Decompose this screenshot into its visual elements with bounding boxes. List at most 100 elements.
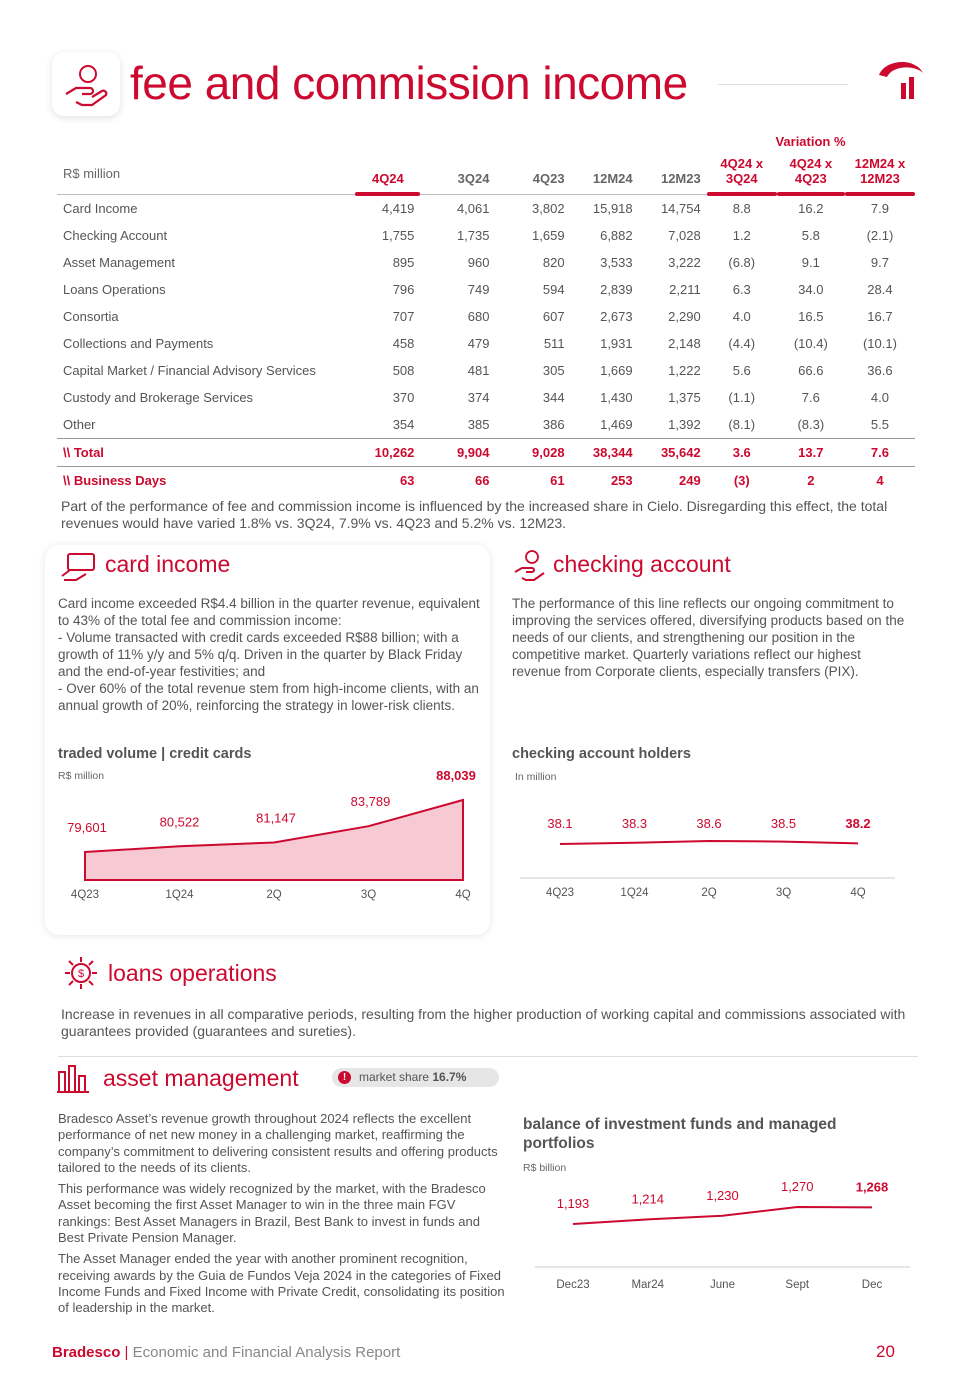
cell: 1,735 [456,227,490,243]
cell: 3,222 [668,254,701,270]
cell: 2 [807,472,815,488]
cell: 63 [399,472,415,488]
data-label: 1,270 [781,1179,814,1194]
chart-unit: R$ million [58,770,105,782]
table-row: Consortia 707 680 607 2,673 2,290 4.0 16.5 16.7 [57,303,915,330]
cell: 9.7 [870,254,889,270]
column-header: 4Q23 [532,170,565,186]
header-accent [844,191,915,196]
cell: 305 [542,362,565,378]
card-text: Card income exceeded R$4.4 billion in th… [58,595,483,714]
cell: (2.1) [866,227,894,243]
cell: 354 [392,416,415,432]
cell: 479 [467,335,490,351]
header-accent [355,191,421,196]
footer-report: Economic and Financial Analysis Report [132,1344,401,1361]
cell: 1,931 [600,335,633,351]
cell: 386 [542,416,565,432]
cell: (10.4) [793,335,828,351]
fee-table: R$ million 4Q24 3Q24 4Q23 12M24 12M23 4Q24 x 3… [57,154,915,494]
data-label: 38.6 [696,816,721,831]
page-number: 20 [876,1342,895,1361]
cell: Card Income [63,200,138,216]
cell: 16.5 [798,308,824,324]
bars-icon [57,1065,89,1093]
cell: 8.8 [732,200,751,216]
section-title: asset management [103,1065,299,1091]
total-row: \\ Total 10,262 9,904 9,028 38,344 35,642 3.6 1… [57,438,915,466]
cell: \\ Business Days [63,472,167,488]
cell: 511 [543,335,565,351]
cell: 16.2 [798,200,824,216]
market-share-badge: ! market share 16.7% [332,1068,499,1087]
badge-value: 16.7% [432,1070,467,1084]
hand-coin-icon [514,550,545,581]
table-row: Loans Operations 796 749 594 2,839 2,211 6.3 34… [57,276,915,303]
chart-title: balance of investment funds and managed … [523,1116,837,1152]
cell: 2,211 [669,281,701,297]
asset-text: Bradesco Asset’s revenue growth througho… [58,1111,506,1317]
x-tick-label: Dec23 [556,1279,589,1291]
cell: Collections and Payments [63,335,214,351]
footer-brand: Bradesco [52,1344,121,1361]
cell: 34.0 [798,281,824,297]
section-title: loans operations [108,960,277,986]
cell: 1,659 [532,227,565,243]
section-title: card income [105,551,231,577]
paragraph: Card income exceeded R$4.4 billion in th… [58,596,480,628]
bradesco-logo [879,61,923,99]
column-header: 12M24 [592,170,633,186]
title-rule [718,84,848,85]
table-row: Collections and Payments 458 479 511 1,931 2,… [57,330,915,357]
title-icon [52,52,120,116]
cell: Capital Market / Financial Advisory Serv… [63,362,316,378]
cell: 4,061 [456,200,490,216]
cell: 15,918 [592,200,633,216]
cell: 680 [467,308,490,324]
business-days-row: \\ Business Days 63 66 61 253 249 (3) 2 4 [57,466,915,494]
info-dot: ! [338,1071,351,1084]
cell: 9,904 [456,444,490,460]
cell: 1,755 [381,227,415,243]
section-rule [58,1056,918,1057]
cell: 249 [679,472,701,488]
cell: 895 [392,254,415,270]
cell: 607 [542,308,565,324]
cell: 5.5 [870,416,889,432]
cell: 38,344 [592,444,633,460]
paragraph: This performance was widely recognized b… [58,1181,486,1246]
header-accent [706,191,777,196]
table-row: Other 354 385 386 1,469 1,392 (8.1) (8.3) 5.5 [57,411,915,438]
cell: 1,469 [600,416,633,432]
header-accent [776,191,845,196]
cell: 4.0 [870,389,889,405]
paragraph: Bradesco Asset’s revenue growth througho… [58,1111,498,1175]
x-tick-label: 4Q23 [546,887,574,899]
cell: 16.7 [867,308,893,324]
paragraph: - Over 60% of the total revenue stem fro… [58,681,479,713]
cell: 3.6 [732,444,751,460]
paragraph: Increase in revenues in all comparative … [61,1006,906,1039]
data-label: 1,214 [631,1191,664,1206]
page-title: fee and commission income [130,57,688,109]
chart-unit: In million [515,771,557,783]
cell: 1,375 [668,389,701,405]
cell: Checking Account [63,227,168,243]
line [572,1205,873,1225]
cell: 4.0 [732,308,751,324]
cell: 5.8 [801,227,820,243]
cell: Other [63,416,96,432]
data-label: 38.1 [547,816,572,831]
cell: (8.3) [797,416,825,432]
line [559,839,859,845]
column-header: 4Q24 x 4Q23 [776,154,845,196]
x-tick-label: 3Q [776,887,791,899]
cell: Loans Operations [63,281,166,297]
cell: Custody and Brokerage Services [63,389,254,405]
table-note: Part of the performance of fee and commi… [61,498,888,531]
cell: 960 [467,254,490,270]
badge-label: market share 16.7% [359,1068,466,1087]
footer-separator: | [124,1344,129,1361]
chart-unit: R$ billion [523,1162,567,1174]
